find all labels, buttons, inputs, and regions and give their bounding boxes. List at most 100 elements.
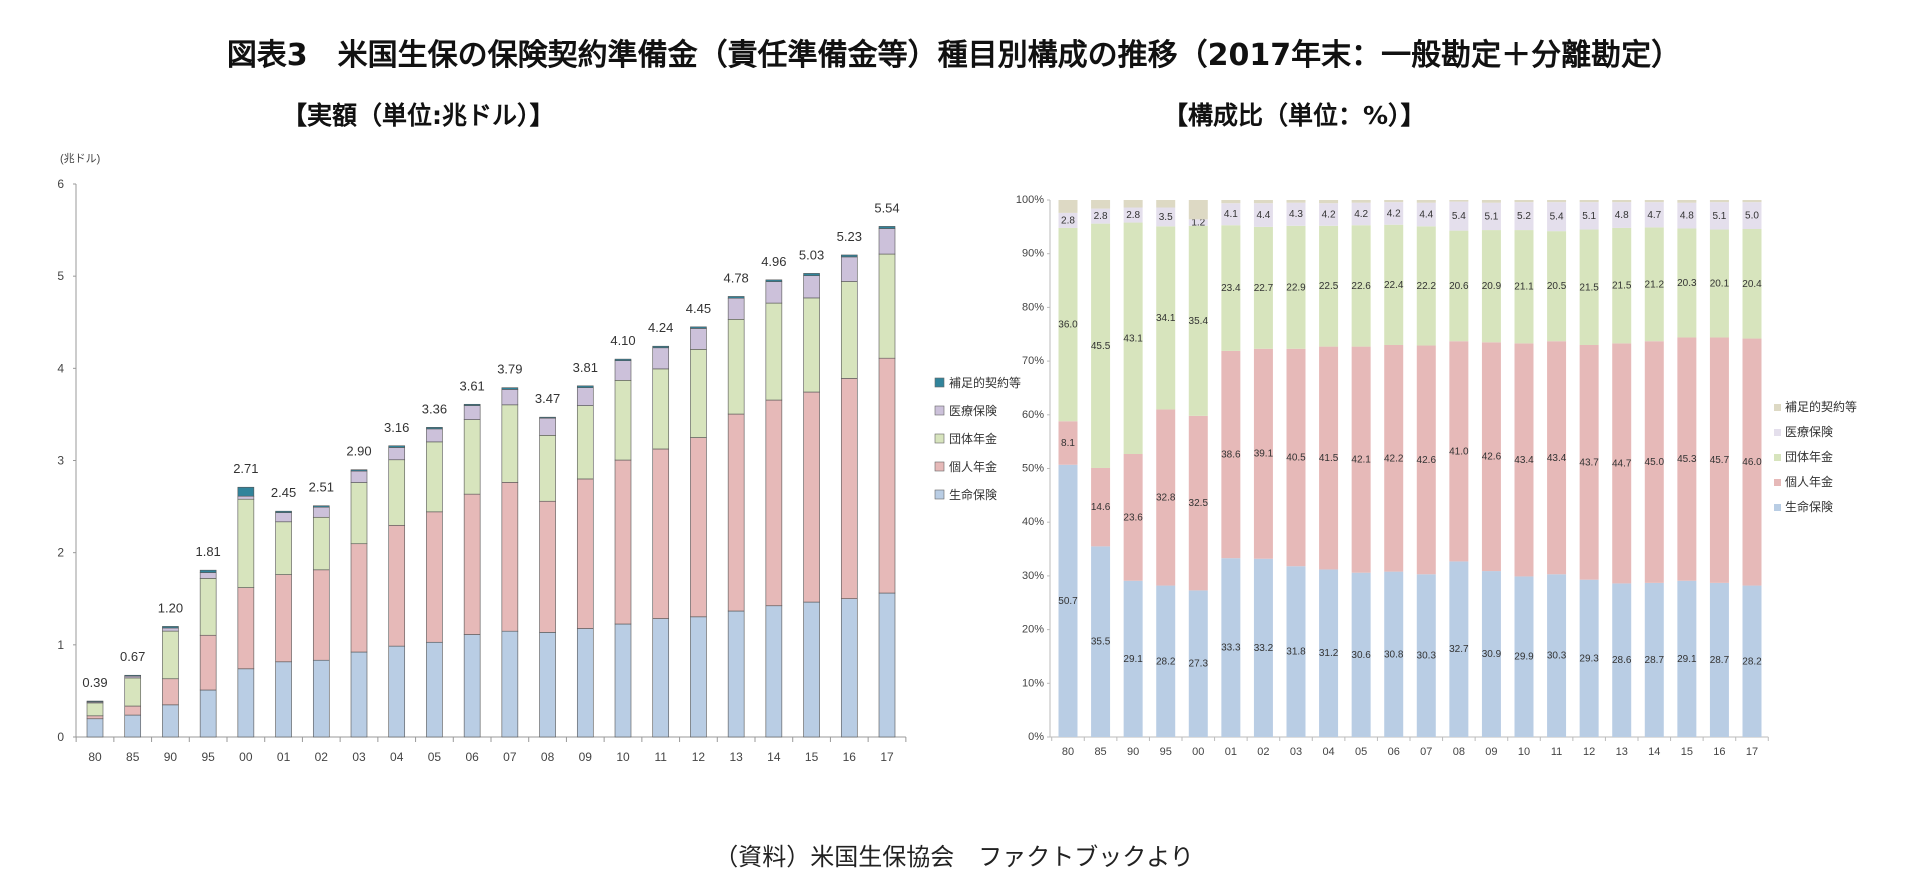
bar-segment-2 bbox=[1188, 225, 1208, 416]
x-tick-label: 16 bbox=[1713, 746, 1725, 758]
bar-segment-0 bbox=[199, 689, 217, 738]
bar-segment-1 bbox=[463, 493, 481, 635]
x-tick-label: 90 bbox=[164, 750, 178, 764]
bar-segment-3 bbox=[1221, 203, 1241, 226]
total-label: 5.54 bbox=[874, 200, 899, 215]
bar-segment-1 bbox=[1481, 342, 1501, 572]
bar-segment-0 bbox=[1123, 580, 1143, 737]
bar-segment-2 bbox=[1351, 225, 1371, 347]
segment-label: 5.2 bbox=[1517, 211, 1531, 222]
bar-segment-4 bbox=[765, 279, 783, 282]
x-tick-label: 17 bbox=[880, 750, 894, 764]
x-tick-label: 13 bbox=[1616, 746, 1628, 758]
segment-label: 30.3 bbox=[1417, 651, 1437, 662]
segment-label: 22.5 bbox=[1319, 281, 1339, 292]
bar-segment-2 bbox=[652, 368, 670, 450]
y-tick-label: 6 bbox=[57, 177, 64, 191]
segment-label: 28.2 bbox=[1742, 656, 1762, 667]
x-tick-label: 11 bbox=[1551, 746, 1562, 758]
legend-item: 補足的契約等 bbox=[1774, 399, 1857, 414]
legend-swatch bbox=[1774, 429, 1781, 436]
x-tick-label: 14 bbox=[767, 750, 781, 764]
legend-label: 補足的契約等 bbox=[1785, 399, 1857, 414]
bar-segment-1 bbox=[1188, 415, 1208, 591]
bar-segment-3 bbox=[199, 572, 217, 579]
bar-segment-2 bbox=[614, 380, 632, 461]
bar-segment-0 bbox=[1547, 574, 1567, 737]
bar-segment-3 bbox=[1188, 219, 1208, 226]
segment-label: 31.8 bbox=[1286, 647, 1306, 658]
bar-segment-0 bbox=[614, 623, 632, 738]
legend-swatch bbox=[1774, 479, 1781, 486]
y-tick-label: 2 bbox=[57, 546, 64, 560]
segment-label: 45.0 bbox=[1645, 457, 1665, 468]
bar-segment-4 bbox=[1123, 200, 1143, 208]
x-tick-label: 15 bbox=[1681, 746, 1693, 758]
segment-label: 28.7 bbox=[1710, 655, 1730, 666]
bar-segment-0 bbox=[426, 641, 443, 738]
bar-segment-0 bbox=[1221, 558, 1241, 737]
bar-segment-1 bbox=[86, 715, 104, 720]
bar-segment-0 bbox=[1677, 580, 1697, 737]
bar-segment-0 bbox=[690, 616, 707, 738]
legend-label: 個人年金 bbox=[949, 459, 997, 474]
bar-segment-0 bbox=[237, 668, 255, 738]
y-tick-label: 50% bbox=[1022, 463, 1044, 475]
segment-label: 32.7 bbox=[1449, 644, 1469, 655]
segment-label: 42.6 bbox=[1417, 455, 1437, 466]
bar-segment-1 bbox=[1677, 337, 1697, 581]
bar-segment-4 bbox=[1351, 200, 1371, 203]
bar-segment-2 bbox=[1416, 226, 1436, 346]
bar-segment-1 bbox=[1449, 341, 1469, 562]
bar-segment-2 bbox=[1514, 230, 1534, 344]
bar-segment-1 bbox=[162, 678, 179, 706]
legend-item: 医療保険 bbox=[1774, 425, 1833, 439]
bar-segment-2 bbox=[878, 253, 896, 359]
bar-segment-3 bbox=[1709, 202, 1729, 230]
bar-segment-1 bbox=[878, 357, 896, 594]
bar-segment-1 bbox=[501, 482, 519, 632]
bar-segment-4 bbox=[463, 403, 481, 406]
segment-label: 43.1 bbox=[1123, 333, 1143, 344]
bar-segment-3 bbox=[1091, 208, 1111, 224]
bar-segment-0 bbox=[1286, 566, 1306, 737]
bar-segment-2 bbox=[765, 302, 783, 401]
segment-label: 45.5 bbox=[1091, 341, 1111, 352]
bar-segment-2 bbox=[312, 516, 330, 571]
bar-segment-3 bbox=[312, 506, 330, 518]
bar-segment-2 bbox=[1319, 225, 1339, 347]
legend-label: 個人年金 bbox=[1785, 474, 1833, 489]
segment-label: 28.2 bbox=[1156, 656, 1176, 667]
bar-segment-4 bbox=[1091, 200, 1111, 209]
bar-segment-0 bbox=[539, 632, 556, 738]
bar-segment-3 bbox=[576, 387, 594, 406]
y-tick-label: 90% bbox=[1022, 248, 1044, 260]
segment-label: 4.4 bbox=[1419, 209, 1433, 220]
segment-label: 42.1 bbox=[1351, 455, 1371, 466]
bar-segment-0 bbox=[1188, 590, 1208, 737]
bar-segment-3 bbox=[765, 281, 783, 304]
segment-label: 2.8 bbox=[1094, 211, 1108, 222]
bar-segment-3 bbox=[539, 417, 556, 436]
bar-segment-1 bbox=[1319, 346, 1339, 570]
x-tick-label: 03 bbox=[1290, 746, 1302, 758]
bar-segment-3 bbox=[463, 405, 481, 420]
x-tick-label: 12 bbox=[692, 750, 706, 764]
total-label: 4.96 bbox=[761, 254, 786, 269]
bar-segment-4 bbox=[1221, 200, 1241, 204]
legend-swatch bbox=[934, 377, 945, 388]
legend-label: 補足的契約等 bbox=[949, 375, 1021, 390]
bar-segment-0 bbox=[803, 601, 820, 738]
bar-segment-1 bbox=[199, 634, 217, 691]
x-tick-label: 80 bbox=[88, 750, 102, 764]
segment-label: 5.1 bbox=[1712, 211, 1726, 222]
bar-segment-3 bbox=[878, 228, 896, 255]
bar-segment-0 bbox=[312, 659, 330, 738]
bar-segment-1 bbox=[690, 437, 707, 618]
segment-label: 43.4 bbox=[1547, 453, 1567, 464]
legend-swatch bbox=[1774, 504, 1781, 511]
segment-label: 30.6 bbox=[1351, 650, 1371, 661]
bar-segment-4 bbox=[501, 387, 519, 390]
bar-segment-1 bbox=[1709, 337, 1729, 583]
bar-segment-1 bbox=[124, 705, 142, 716]
